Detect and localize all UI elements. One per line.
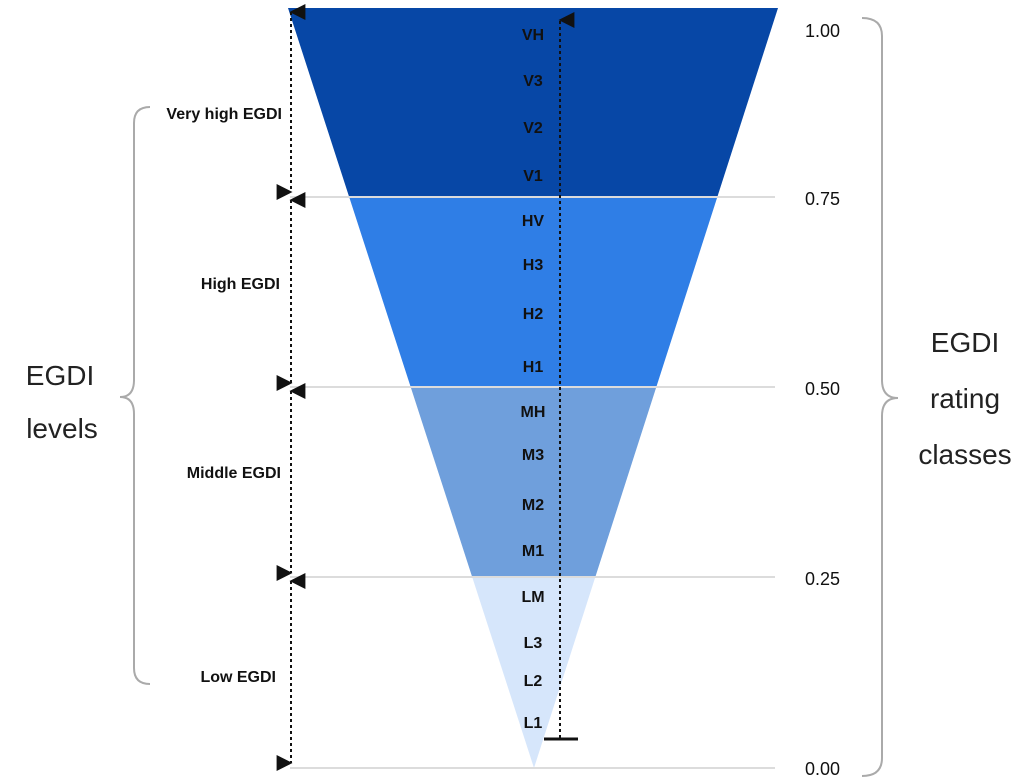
level-label-very-high: Very high EGDI [166,106,282,123]
class-label-h1: H1 [523,359,544,376]
left-group-label-line2: levels [26,413,98,444]
class-label-hv: HV [522,213,545,230]
class-label-mh: MH [521,404,546,421]
right-group-label-line3: classes [918,439,1011,470]
right-group-label-line1: EGDI [931,327,999,358]
band-middle [411,388,656,578]
tick-label-100: 1.00 [805,21,840,41]
right-group-label-line2: rating [930,383,1000,414]
left-group-label-line1: EGDI [26,360,94,391]
class-label-m2: M2 [522,497,544,514]
level-label-high: High EGDI [201,276,280,293]
tick-label-000: 0.00 [805,759,840,779]
tick-label-050: 0.50 [805,379,840,399]
tick-label-025: 0.25 [805,569,840,589]
left-brace [119,106,151,685]
class-label-h2: H2 [523,306,544,323]
class-label-h3: H3 [523,257,544,274]
class-label-m1: M1 [522,543,544,560]
right-brace [861,17,899,777]
class-label-lm: LM [521,589,544,606]
rating-class-labels: VH V3 V2 V1 HV H3 H2 H1 MH M3 M2 M1 LM L… [521,27,546,732]
class-label-v1: V1 [523,168,543,185]
band-high [349,198,717,388]
class-label-l1: L1 [524,715,543,732]
class-label-v2: V2 [523,120,543,137]
class-label-l2: L2 [524,673,543,690]
level-label-low: Low EGDI [200,669,276,686]
class-label-vh: VH [522,27,544,44]
class-label-v3: V3 [523,73,543,90]
class-label-l3: L3 [524,635,543,652]
level-label-middle: Middle EGDI [187,465,281,482]
tick-label-075: 0.75 [805,189,840,209]
band-low [472,578,595,768]
band-very-high [288,8,778,198]
class-label-m3: M3 [522,447,544,464]
